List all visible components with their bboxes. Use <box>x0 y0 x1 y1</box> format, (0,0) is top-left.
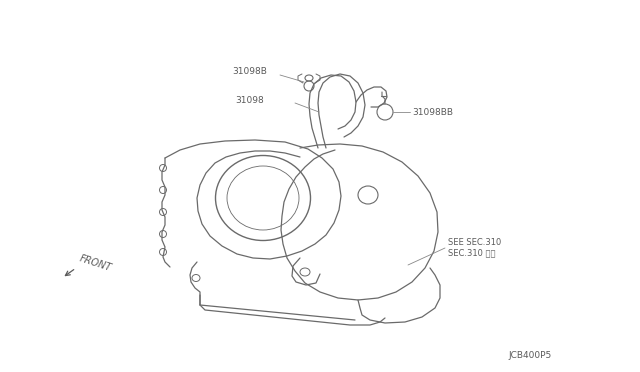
Text: 31098B: 31098B <box>232 67 267 76</box>
Text: JCB400P5: JCB400P5 <box>508 350 551 359</box>
Text: FRONT: FRONT <box>78 253 113 273</box>
Text: 31098BB: 31098BB <box>412 108 453 116</box>
Text: 31098: 31098 <box>235 96 264 105</box>
Text: SEE SEC.310: SEE SEC.310 <box>448 237 501 247</box>
Text: SEC.310 参照: SEC.310 参照 <box>448 248 495 257</box>
